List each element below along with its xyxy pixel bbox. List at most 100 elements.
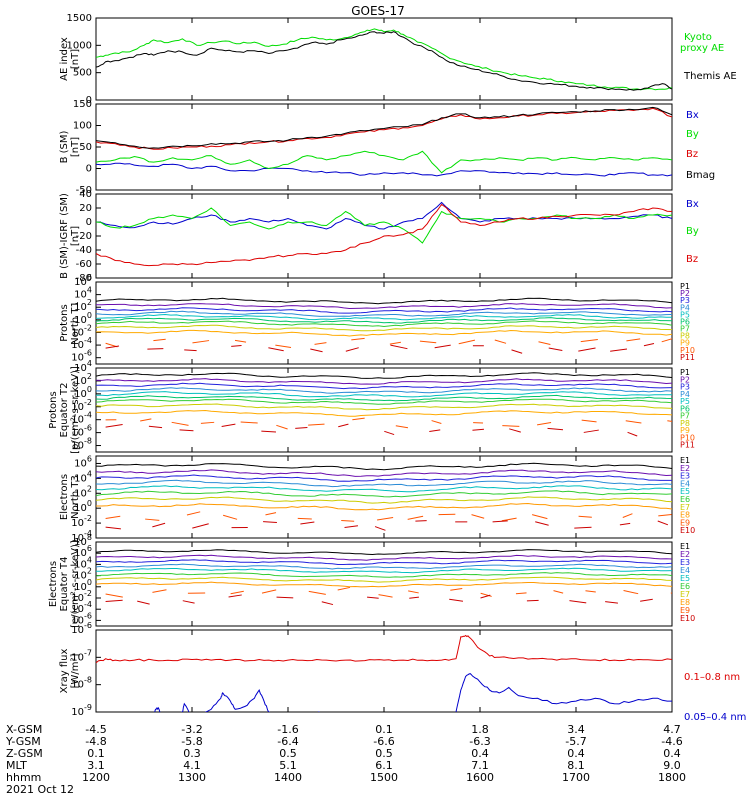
plot-area [96, 550, 681, 605]
channel-dash-p11 [628, 432, 638, 436]
channel-dash-e9 [502, 518, 517, 521]
channel-dash-e9 [152, 590, 166, 593]
channel-dash-e9 [623, 514, 633, 518]
channel-dash-p11 [231, 346, 241, 347]
y-tick-label: 150 [73, 99, 92, 110]
channel-dash-p10 [140, 419, 151, 421]
channel-dash-e10 [229, 595, 242, 597]
plot-area [96, 29, 672, 90]
legend-themis: Themis AE [683, 71, 737, 82]
channel-dash-p10 [315, 343, 327, 345]
plot-area [96, 107, 672, 176]
channel-dash-p11 [180, 430, 194, 431]
channel-dash-p11 [429, 430, 440, 432]
channel-dash-e9 [377, 518, 393, 520]
legend-by: By [686, 129, 699, 140]
channel-dash-p11 [549, 348, 563, 350]
channel-dash-e9 [658, 515, 671, 516]
channel-line-p9 [96, 411, 672, 417]
channel-dash-e9 [472, 515, 485, 519]
footer-value-hhmm: 1300 [178, 771, 206, 784]
channel-dash-p10 [495, 340, 506, 343]
channel-dash-e10 [481, 595, 491, 598]
channel-line-p9 [96, 330, 672, 336]
channel-dash-p10 [172, 422, 189, 425]
legend-bz: Bz [686, 149, 698, 160]
y-tick-label: 40 [79, 189, 92, 200]
channel-dash-e9 [579, 516, 592, 517]
channel-dash-e10 [605, 602, 618, 604]
y-axis-label: B (SM) [59, 130, 70, 163]
channel-line-e4 [96, 480, 672, 486]
legend-bx: Bx [686, 199, 699, 210]
footer-row-label: 2021 Oct 12 [6, 783, 74, 796]
channel-dash-p10 [667, 421, 678, 422]
y-tick-label: -60 [76, 259, 92, 270]
y-axis-label: [nT] [70, 226, 81, 246]
channel-dash-e10 [322, 602, 333, 605]
series-line-kyoto-proxy-ae [96, 29, 672, 90]
y-tick-label: 0 [86, 164, 92, 175]
series-line-0-1-0-8-nm [96, 636, 672, 663]
channel-dash-p11 [644, 343, 654, 345]
channel-label-p11: P11 [680, 353, 695, 362]
channel-dash-e9 [262, 590, 276, 593]
channel-dash-p11 [338, 424, 348, 427]
series-line-by [96, 208, 672, 243]
channel-line-e7 [96, 577, 672, 582]
channel-line-e1 [96, 550, 672, 555]
channel-dash-e10 [640, 599, 653, 601]
channel-dash-p10 [432, 421, 442, 424]
y-tick-label: 100 [73, 121, 92, 132]
channel-dash-e9 [532, 515, 547, 519]
channel-dash-e10 [449, 599, 463, 601]
channel-dash-e10 [192, 524, 208, 528]
channel-dash-e9 [585, 591, 595, 592]
channel-dash-p11 [184, 350, 196, 351]
y-axis-label: Protons [48, 391, 59, 428]
channel-line-p4 [96, 388, 672, 394]
channel-dash-p10 [276, 425, 287, 429]
y-axis-label: Electrons [48, 561, 59, 607]
legend-kyoto-line1: Kyoto [684, 32, 712, 43]
channel-dash-p11 [346, 348, 359, 352]
footer-value-hhmm: 1400 [274, 771, 302, 784]
plot-area [96, 373, 678, 436]
y-tick-label: 106 [74, 454, 92, 469]
channel-dash-p10 [459, 340, 475, 344]
channel-dash-p11 [147, 349, 163, 350]
channel-line-p1 [96, 298, 672, 304]
channel-dash-e9 [554, 591, 564, 593]
channel-dash-e10 [569, 601, 586, 603]
channel-dash-p11 [222, 424, 236, 426]
plot-area [96, 298, 673, 353]
plot-area [96, 636, 672, 719]
channel-dash-e10 [106, 600, 123, 601]
channel-dash-p11 [310, 349, 322, 352]
channel-line-e5 [96, 486, 672, 492]
channel-dash-e9 [338, 587, 350, 590]
y-axis-label: [e/(cm²-s-sr-keV)] [70, 540, 81, 628]
channel-dash-e10 [137, 601, 149, 604]
channel-dash-p10 [390, 342, 401, 344]
channel-dash-e9 [106, 516, 121, 518]
channel-dash-e10 [263, 522, 277, 523]
legend-bx: Bx [686, 110, 699, 121]
channel-dash-e10 [527, 600, 539, 601]
channel-label-p11: P11 [680, 441, 695, 450]
channel-dash-p11 [472, 429, 483, 430]
legend-kyoto-line2: proxy AE [680, 43, 724, 54]
channel-dash-e10 [367, 597, 379, 598]
series-line-bx [96, 202, 672, 229]
channel-dash-e10 [658, 521, 668, 525]
channel-dash-p11 [435, 345, 451, 348]
